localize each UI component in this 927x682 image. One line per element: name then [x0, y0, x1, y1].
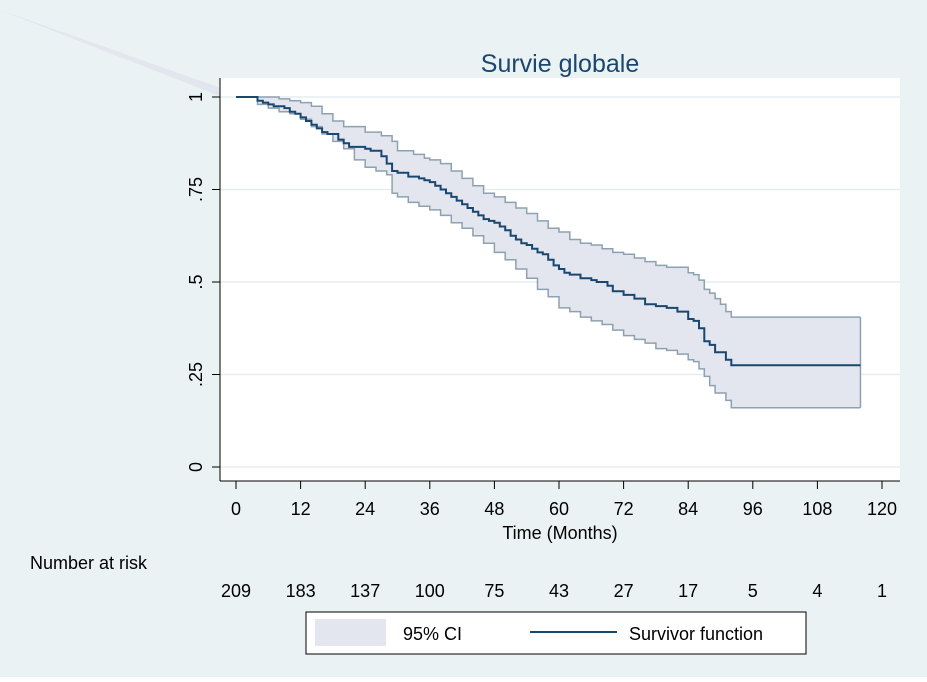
x-axis-ticks: 0 12 24 36 48 60 72 84 96 108 120 [231, 481, 897, 519]
legend-ci-swatch [315, 619, 386, 646]
risk-count: 100 [415, 581, 445, 601]
x-tick-label: 72 [614, 499, 634, 519]
series-ci-upper [236, 96, 861, 318]
y-tick-label: 1 [186, 92, 206, 102]
y-tick-label: 0 [186, 462, 206, 472]
risk-count: 1 [877, 581, 887, 601]
y-tick-label: .25 [186, 362, 206, 387]
legend: 95% CI Survivor function [305, 611, 807, 655]
risk-count: 4 [812, 581, 822, 601]
y-tick-label: .5 [186, 274, 206, 289]
corner-artifact [0, 10, 236, 103]
risk-table-counts: 209 183 137 100 75 43 27 17 5 4 1 [221, 581, 887, 601]
risk-count: 5 [748, 581, 758, 601]
risk-count: 137 [350, 581, 380, 601]
series-survivor-function [236, 96, 861, 367]
risk-count: 27 [614, 581, 634, 601]
x-tick-label: 84 [678, 499, 698, 519]
series-survivor-function-lower-ci [236, 96, 861, 409]
risk-count: 43 [549, 581, 569, 601]
x-tick-label: 96 [743, 499, 763, 519]
risk-table-label: Number at risk [30, 553, 148, 573]
x-tick-label: 48 [484, 499, 504, 519]
x-tick-label: 108 [802, 499, 832, 519]
x-tick-label: 0 [231, 499, 241, 519]
x-tick-label: 24 [355, 499, 375, 519]
x-axis-label: Time (Months) [502, 523, 617, 543]
legend-ci-label: 95% CI [403, 624, 462, 644]
series-lines [236, 96, 862, 409]
risk-count: 209 [221, 581, 251, 601]
x-tick-label: 12 [291, 499, 311, 519]
legend-survivor-label: Survivor function [629, 624, 763, 644]
risk-count: 75 [484, 581, 504, 601]
x-tick-label: 36 [420, 499, 440, 519]
chart-title: Survie globale [481, 50, 639, 78]
y-axis-ticks: 0 .25 .5 .75 1 [186, 92, 220, 472]
risk-count: 17 [678, 581, 698, 601]
y-tick-label: .75 [186, 177, 206, 202]
x-tick-label: 120 [867, 499, 897, 519]
risk-count: 183 [286, 581, 316, 601]
x-tick-label: 60 [549, 499, 569, 519]
